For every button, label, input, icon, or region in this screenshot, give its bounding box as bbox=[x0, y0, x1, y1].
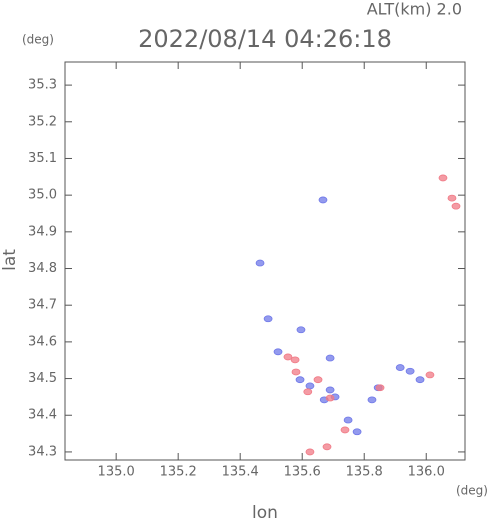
echo-point bbox=[313, 376, 323, 384]
echo-point bbox=[447, 194, 457, 202]
x-axis-label: lon bbox=[252, 503, 278, 521]
echo-point bbox=[273, 348, 283, 356]
x-tick-label: 135.6 bbox=[284, 465, 321, 480]
y-tick-label: 34.8 bbox=[28, 261, 57, 276]
y-tick-label: 35.1 bbox=[28, 151, 57, 166]
x-tick-label: 135.2 bbox=[160, 465, 197, 480]
x-unit: (deg) bbox=[456, 484, 488, 498]
y-tick-label: 35.0 bbox=[28, 188, 57, 203]
y-tick-label: 34.5 bbox=[28, 371, 57, 386]
echo-point bbox=[438, 174, 448, 182]
echo-point bbox=[367, 396, 377, 404]
echo-point bbox=[415, 376, 425, 384]
y-unit: (deg) bbox=[22, 33, 54, 47]
echo-point bbox=[318, 196, 328, 204]
echo-point bbox=[290, 356, 300, 364]
echo-point bbox=[340, 426, 350, 434]
y-tick-label: 34.3 bbox=[28, 444, 57, 459]
echo-point bbox=[325, 386, 335, 394]
echo-point bbox=[291, 368, 301, 376]
echo-point bbox=[296, 326, 306, 334]
echo-point bbox=[451, 202, 461, 210]
y-tick-label: 35.3 bbox=[28, 78, 57, 93]
echo-point bbox=[325, 354, 335, 362]
x-tick-label: 135.4 bbox=[222, 465, 259, 480]
x-tick-label: 135.8 bbox=[346, 465, 383, 480]
echo-point bbox=[395, 364, 405, 371]
echo-point bbox=[325, 394, 335, 402]
echo-point bbox=[263, 315, 273, 323]
echo-point bbox=[303, 388, 313, 396]
echo-point bbox=[305, 448, 315, 456]
x-tick-label: 135.0 bbox=[98, 465, 135, 480]
echo-point bbox=[305, 382, 315, 390]
echo-point bbox=[295, 376, 305, 384]
echo-point bbox=[322, 443, 332, 451]
y-axis-label: lat bbox=[0, 249, 20, 271]
echo-point bbox=[375, 384, 385, 392]
y-tick-label: 34.7 bbox=[28, 298, 57, 313]
y-tick-label: 34.4 bbox=[28, 408, 57, 423]
echo-point bbox=[425, 371, 435, 379]
echo-point bbox=[405, 367, 415, 375]
x-tick-label: 136.0 bbox=[408, 465, 445, 480]
plot-frame bbox=[64, 61, 466, 461]
echo-point bbox=[255, 259, 265, 267]
echo-point bbox=[283, 353, 293, 361]
echo-point bbox=[352, 428, 362, 436]
y-tick-label: 34.9 bbox=[28, 224, 57, 239]
chart-title: 2022/08/14 04:26:18 bbox=[138, 25, 392, 53]
annotation: ALT(km) 2.0 bbox=[367, 0, 462, 19]
y-tick-label: 35.2 bbox=[28, 114, 57, 129]
y-tick-label: 34.6 bbox=[28, 334, 57, 349]
echo-point bbox=[343, 416, 353, 424]
